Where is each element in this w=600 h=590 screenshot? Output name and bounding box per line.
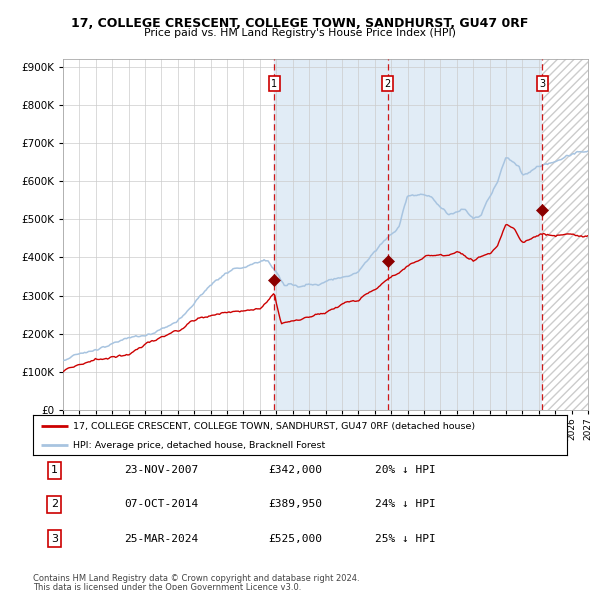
Text: 17, COLLEGE CRESCENT, COLLEGE TOWN, SANDHURST, GU47 0RF (detached house): 17, COLLEGE CRESCENT, COLLEGE TOWN, SAND… bbox=[73, 422, 475, 431]
Text: £389,950: £389,950 bbox=[268, 500, 322, 509]
Bar bbox=[274, 59, 542, 410]
Text: This data is licensed under the Open Government Licence v3.0.: This data is licensed under the Open Gov… bbox=[33, 583, 301, 590]
Text: 25-MAR-2024: 25-MAR-2024 bbox=[124, 534, 198, 543]
Text: 25% ↓ HPI: 25% ↓ HPI bbox=[375, 534, 436, 543]
Text: 2: 2 bbox=[385, 79, 391, 89]
Text: 17, COLLEGE CRESCENT, COLLEGE TOWN, SANDHURST, GU47 0RF: 17, COLLEGE CRESCENT, COLLEGE TOWN, SAND… bbox=[71, 17, 529, 30]
Text: 3: 3 bbox=[51, 534, 58, 543]
Text: HPI: Average price, detached house, Bracknell Forest: HPI: Average price, detached house, Brac… bbox=[73, 441, 325, 450]
Text: £525,000: £525,000 bbox=[268, 534, 322, 543]
Text: 2: 2 bbox=[51, 500, 58, 509]
Text: Price paid vs. HM Land Registry's House Price Index (HPI): Price paid vs. HM Land Registry's House … bbox=[144, 28, 456, 38]
Text: 24% ↓ HPI: 24% ↓ HPI bbox=[375, 500, 436, 509]
Bar bbox=[542, 59, 588, 410]
Text: 1: 1 bbox=[51, 466, 58, 475]
Text: 3: 3 bbox=[539, 79, 545, 89]
Text: 07-OCT-2014: 07-OCT-2014 bbox=[124, 500, 198, 509]
Text: 23-NOV-2007: 23-NOV-2007 bbox=[124, 466, 198, 475]
Text: £342,000: £342,000 bbox=[268, 466, 322, 475]
Text: Contains HM Land Registry data © Crown copyright and database right 2024.: Contains HM Land Registry data © Crown c… bbox=[33, 574, 359, 583]
Text: 1: 1 bbox=[271, 79, 277, 89]
Text: 20% ↓ HPI: 20% ↓ HPI bbox=[375, 466, 436, 475]
